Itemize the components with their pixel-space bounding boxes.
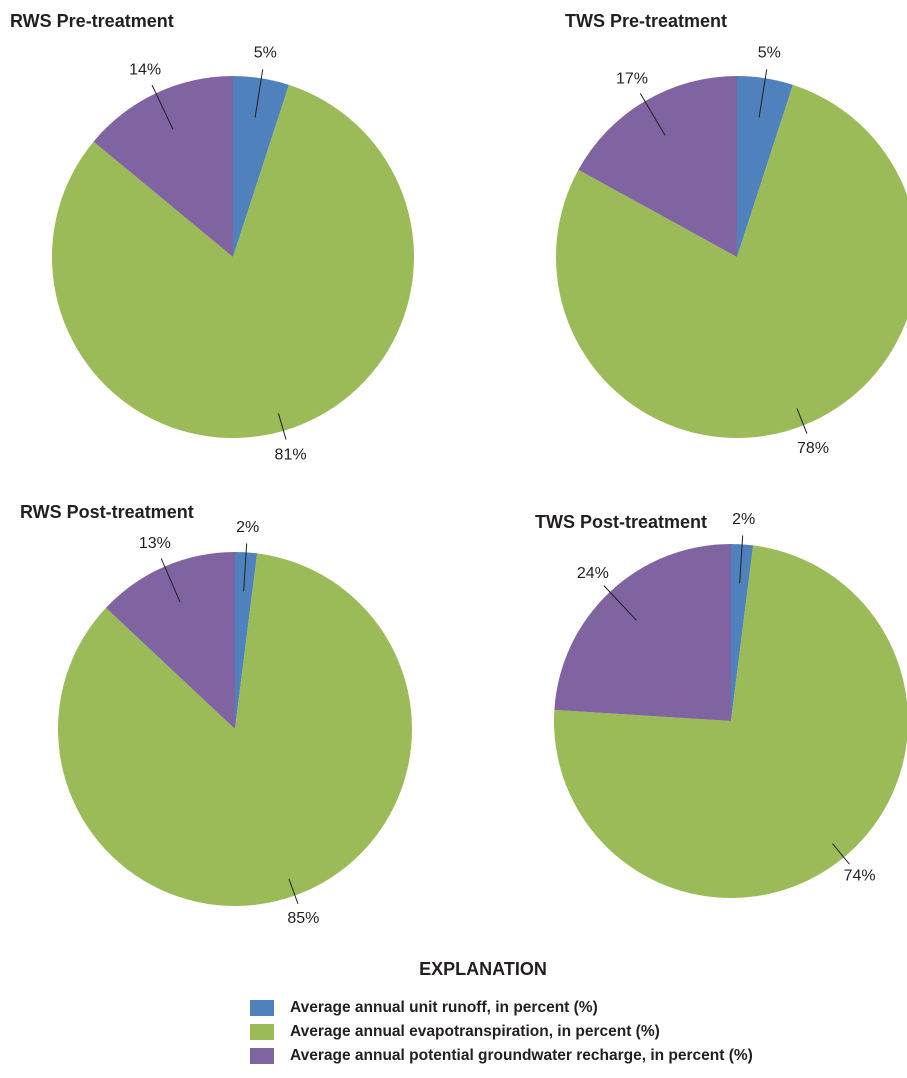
legend-swatch — [250, 1000, 274, 1016]
leader-line — [254, 69, 264, 118]
leader-line — [796, 408, 808, 434]
leader-line — [243, 543, 248, 592]
legend-title: EXPLANATION — [419, 959, 547, 979]
legend-label: Average annual evapotranspiration, in pe… — [290, 1023, 660, 1040]
value-label: 81% — [275, 446, 307, 463]
pie-slice — [731, 544, 754, 721]
value-label: 17% — [616, 71, 648, 88]
legend-label: Average annual unit runoff, in percent (… — [290, 999, 598, 1016]
value-label: 14% — [129, 62, 161, 79]
value-label: 2% — [732, 511, 755, 528]
pie-slice — [578, 75, 737, 257]
pie-slice — [105, 552, 235, 729]
leader-line — [739, 535, 744, 584]
leader-line — [288, 878, 299, 905]
pie-slice — [233, 76, 289, 257]
pie-slice — [737, 76, 793, 257]
value-label: 2% — [236, 519, 259, 536]
leader-line — [639, 93, 666, 136]
chart-title: RWS Post-treatment — [20, 502, 194, 522]
legend-swatch — [250, 1024, 274, 1040]
value-label: 5% — [254, 44, 277, 61]
pie-slice — [57, 553, 412, 906]
pie-slice — [553, 545, 907, 898]
leader-line — [603, 585, 637, 621]
value-label: 5% — [758, 44, 781, 61]
value-label: 78% — [797, 440, 829, 457]
legend-label: Average annual potential groundwater rec… — [290, 1047, 753, 1064]
pie-slice — [51, 84, 414, 438]
pie-slice — [556, 84, 907, 438]
pie-slice — [554, 544, 731, 721]
chart-title: RWS Pre-treatment — [10, 11, 174, 31]
value-label: 74% — [844, 868, 876, 885]
leader-line — [832, 843, 850, 865]
value-label: 24% — [577, 565, 609, 582]
chart-title: TWS Pre-treatment — [565, 11, 727, 31]
leader-line — [758, 69, 768, 118]
value-label: 85% — [287, 910, 319, 927]
chart-title: TWS Post-treatment — [535, 512, 707, 532]
pie-slice — [235, 552, 258, 729]
leader-line — [160, 558, 181, 603]
leader-line — [151, 84, 174, 130]
pie-slice — [93, 76, 233, 257]
value-label: 13% — [139, 535, 171, 552]
legend-swatch — [250, 1048, 274, 1064]
leader-line — [277, 413, 287, 440]
